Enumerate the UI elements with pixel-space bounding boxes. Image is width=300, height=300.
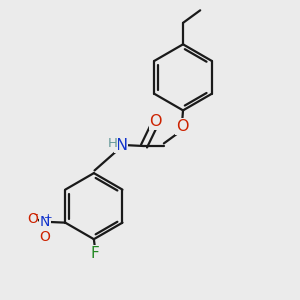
Text: +: + [44, 213, 53, 223]
Text: N: N [40, 215, 50, 229]
Text: O: O [39, 230, 50, 244]
Text: O: O [27, 212, 38, 226]
Text: -: - [33, 208, 38, 221]
Text: O: O [149, 114, 162, 129]
Text: H: H [107, 137, 117, 150]
Text: N: N [115, 137, 127, 152]
Text: F: F [91, 246, 100, 261]
Text: O: O [176, 119, 188, 134]
